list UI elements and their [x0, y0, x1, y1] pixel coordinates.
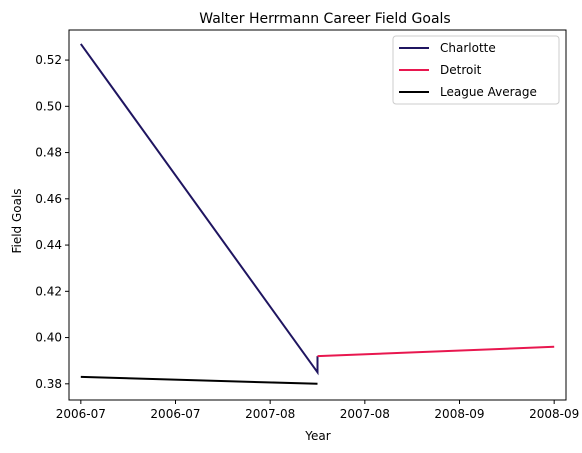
x-axis: 2006-07 2006-07 2007-08 2007-08 2008-09 2008-… [56, 400, 579, 421]
series-line-detroit [317, 345, 555, 358]
chart-title: Walter Herrmann Career Field Goals [199, 11, 450, 27]
plot-area [79, 43, 555, 385]
x-tick-label: 2006-07 [56, 407, 106, 421]
y-tick-label: 0.40 [35, 331, 62, 345]
y-axis-label: Field Goals [10, 188, 24, 253]
legend: Charlotte Detroit League Average [392, 35, 560, 105]
y-tick-label: 0.38 [35, 377, 62, 391]
legend-label: League Average [440, 85, 537, 99]
legend-label: Detroit [440, 63, 482, 77]
y-tick-label: 0.44 [35, 238, 62, 252]
x-tick-label: 2008-09 [529, 407, 579, 421]
x-tick-label: 2007-08 [340, 407, 390, 421]
x-tick-label: 2007-08 [245, 407, 295, 421]
y-tick-label: 0.42 [35, 284, 62, 298]
y-tick-label: 0.46 [35, 192, 62, 206]
legend-label: Charlotte [440, 41, 496, 55]
y-tick-label: 0.50 [35, 99, 62, 113]
plot-frame [68, 29, 567, 401]
series-line-charlotte [79, 43, 319, 376]
x-tick-label: 2008-09 [434, 407, 484, 421]
x-axis-label: Year [304, 429, 330, 443]
x-tick-label: 2006-07 [150, 407, 200, 421]
y-tick-label: 0.52 [35, 53, 62, 67]
series-line-league-average [80, 375, 318, 385]
legend-box [392, 35, 560, 105]
y-tick-label: 0.48 [35, 146, 62, 160]
y-axis: 0.38 0.40 0.42 0.44 0.46 0.48 0.50 0.52 [35, 53, 69, 391]
